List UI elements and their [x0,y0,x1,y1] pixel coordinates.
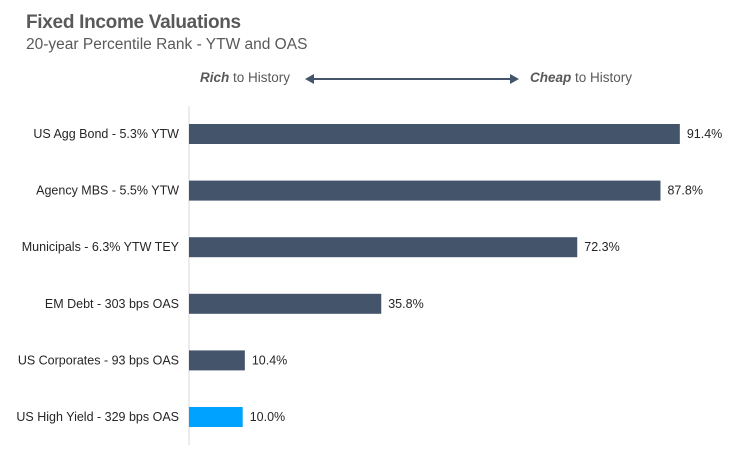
cheap-label: Cheap [530,70,572,85]
rich-suffix-label: to History [229,70,291,85]
bar [189,407,243,427]
cheap-to-history-label: Cheap to History [530,70,632,85]
value-label: 35.8% [388,297,423,311]
category-label: EM Debt - 303 bps OAS [45,297,179,311]
bar [189,180,661,201]
value-label: 10.4% [252,353,287,367]
category-label: US Corporates - 93 bps OAS [18,353,179,367]
cheap-suffix-label: to History [571,70,633,85]
bar [189,237,578,258]
value-label: 87.8% [667,184,702,198]
value-label: 72.3% [584,240,619,254]
value-label: 10.0% [250,410,285,424]
bars-group: US Agg Bond - 5.3% YTW 91.4% Agency MBS - … [16,124,722,427]
category-label: US High Yield - 329 bps OAS [16,410,179,424]
bar [189,124,680,144]
value-label: 91.4% [687,127,722,141]
category-label: Agency MBS - 5.5% YTW [36,184,179,198]
bar [189,293,382,314]
double-arrow-icon [305,74,519,84]
rich-label: Rich [200,70,230,85]
chart-subtitle: 20-year Percentile Rank - YTW and OAS [26,36,308,53]
category-label: US Agg Bond - 5.3% YTW [33,127,179,141]
chart-title: Fixed Income Valuations [26,12,241,33]
bar [189,350,245,371]
rich-to-history-label: Rich to History [200,70,290,85]
category-label: Municipals - 6.3% YTW TEY [22,240,180,254]
